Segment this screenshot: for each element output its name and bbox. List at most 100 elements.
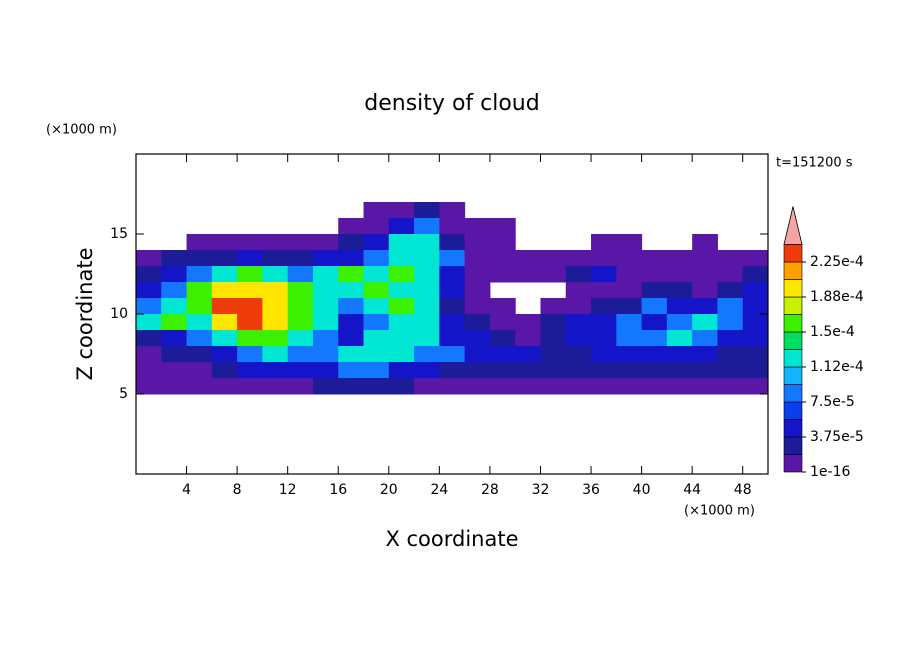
contour-cell (666, 282, 693, 299)
x-tick-label: 44 (683, 482, 701, 498)
contour-cell (591, 266, 617, 283)
x-tick-label: 8 (233, 482, 242, 498)
contour-cell (237, 314, 263, 331)
y-unit: (×1000 m) (46, 123, 117, 138)
contour-cell (717, 298, 744, 315)
contour-cell (591, 282, 617, 299)
contour-cell (717, 250, 744, 267)
contour-cell (414, 330, 440, 347)
contour-cell (565, 346, 592, 363)
contour-cell (186, 330, 213, 347)
contour-cell (262, 314, 289, 331)
contour-cell (363, 330, 390, 347)
contour-cell (414, 282, 440, 299)
contour-cell (692, 362, 718, 379)
contour-cell (540, 266, 567, 283)
contour-cell (742, 282, 769, 299)
contour-cell (616, 330, 643, 347)
contour-cell (439, 362, 466, 379)
contour-cell (161, 250, 188, 267)
x-tick-label: 12 (279, 482, 297, 498)
contour-cell (692, 266, 718, 283)
contour-cell (692, 250, 718, 267)
contour-cell (338, 330, 365, 347)
contour-cell (515, 330, 541, 347)
contour-cell (464, 218, 491, 235)
contour-cell (186, 250, 213, 267)
contour-cell (287, 362, 314, 379)
contour-cell (287, 346, 314, 363)
y-tick-label: 15 (110, 226, 128, 242)
contour-cell (591, 362, 617, 379)
contour-cell (136, 250, 162, 267)
contour-cell (641, 298, 668, 315)
contour-cell (312, 362, 339, 379)
y-axis-label: Z coordinate (73, 247, 97, 380)
contour-cell (692, 346, 718, 363)
contour-cell (692, 234, 718, 251)
colorbar-band (783, 384, 803, 403)
contour-cell (591, 234, 617, 251)
contour-cell (363, 266, 390, 283)
colorbar-tick-label: 7.5e-5 (810, 394, 855, 410)
contour-cell (414, 378, 440, 395)
contour-cell (641, 378, 668, 395)
x-tick-label: 36 (582, 482, 600, 498)
contour-cell (338, 234, 365, 251)
contour-cell (742, 362, 769, 379)
colorbar-band (783, 349, 803, 368)
contour-cell (439, 298, 466, 315)
contour-cell (338, 378, 365, 395)
contour-cell (388, 298, 415, 315)
contour-cell (312, 282, 339, 299)
contour-cell (464, 298, 491, 315)
contour-cell (287, 282, 314, 299)
contour-cell (262, 298, 289, 315)
contour-cell (211, 346, 238, 363)
contour-cell (312, 298, 339, 315)
contour-cell (717, 314, 744, 331)
contour-cell (717, 346, 744, 363)
x-tick-label: 16 (329, 482, 347, 498)
x-tick-label: 40 (633, 482, 651, 498)
contour-cell (312, 314, 339, 331)
contour-cell (363, 234, 390, 251)
x-tick-label: 24 (430, 482, 448, 498)
contour-cell (515, 266, 541, 283)
contour-cell (439, 218, 466, 235)
x-unit: (×1000 m) (684, 504, 755, 519)
y-tick-label: 5 (119, 386, 128, 402)
contour-cell (363, 314, 390, 331)
contour-cell (312, 266, 339, 283)
contour-cell (692, 378, 718, 395)
contour-cell (489, 266, 516, 283)
contour-cell (616, 314, 643, 331)
contour-cell (464, 378, 491, 395)
contour-cell (540, 378, 567, 395)
colorbar-band (783, 244, 803, 263)
contour-cell (464, 250, 491, 267)
colorbar-band (783, 401, 803, 420)
contour-cell (388, 378, 415, 395)
contour-cell (388, 234, 415, 251)
contour-cell (237, 282, 263, 299)
contour-cell (262, 282, 289, 299)
contour-cell (641, 330, 668, 347)
contour-cell (515, 346, 541, 363)
contour-cell (641, 362, 668, 379)
contour-cell (616, 378, 643, 395)
contour-cell (439, 330, 466, 347)
contour-cell (388, 314, 415, 331)
contour-cell (742, 250, 769, 267)
contour-cell (591, 298, 617, 315)
contour-cell (616, 250, 643, 267)
contour-cell (591, 346, 617, 363)
colorbar-band (783, 436, 803, 455)
contour-cell (262, 266, 289, 283)
x-tick-label: 4 (182, 482, 191, 498)
contour-cell (489, 298, 516, 315)
contour-cell (237, 266, 263, 283)
contour-cell (136, 266, 162, 283)
contour-cell (161, 346, 188, 363)
contour-cell (262, 378, 289, 395)
